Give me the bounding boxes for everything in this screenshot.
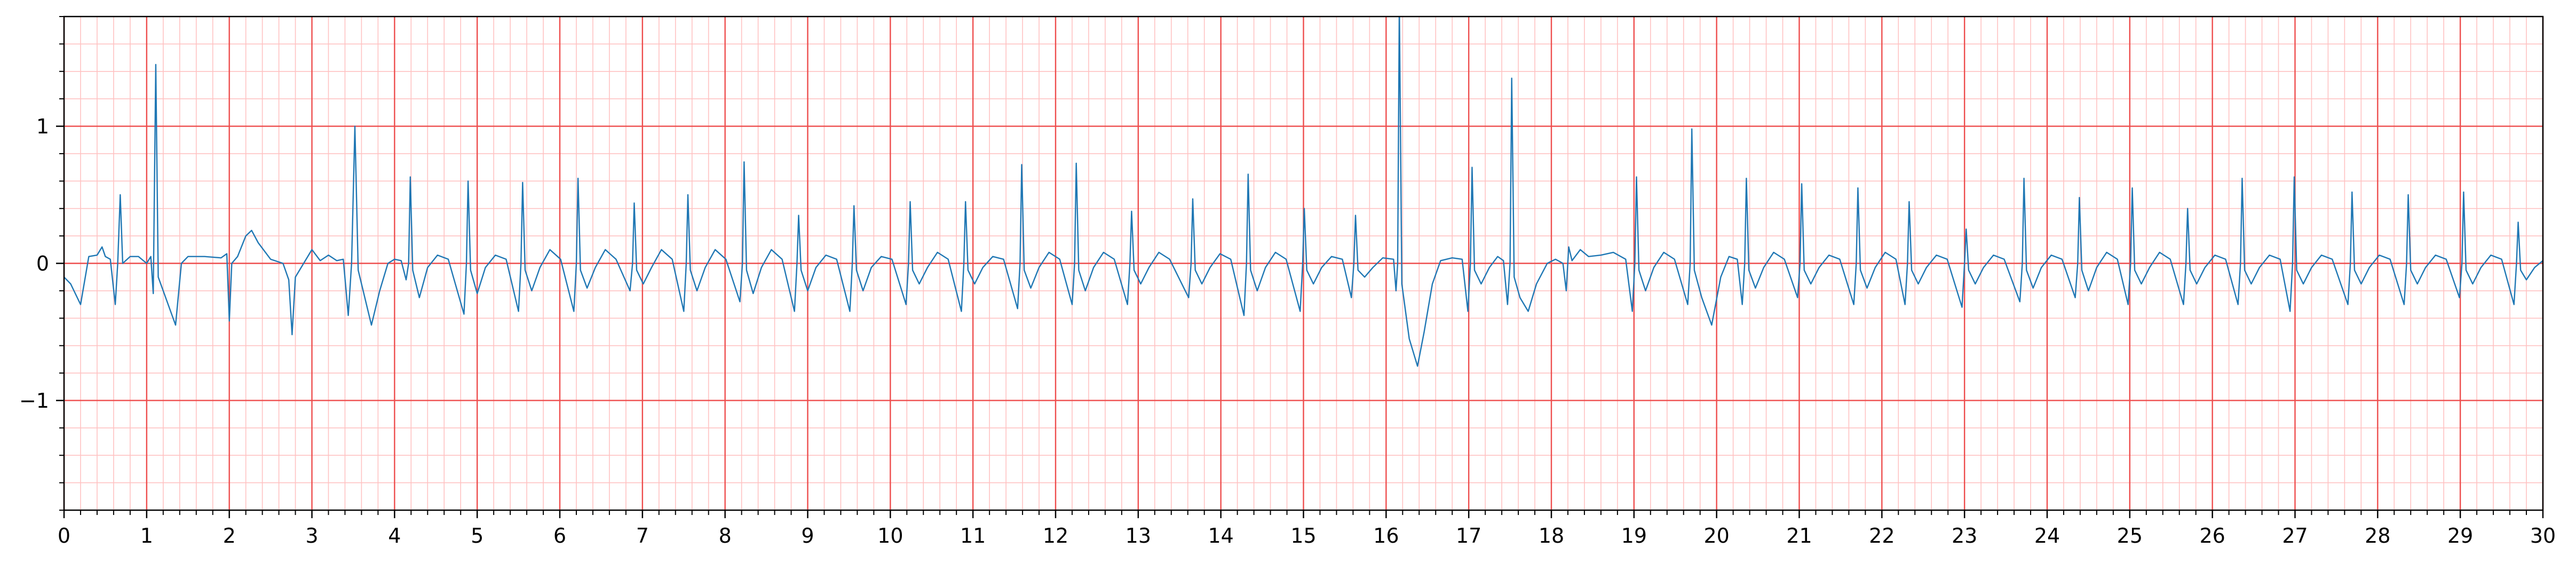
x-tick-label: 17 xyxy=(1456,524,1481,548)
x-tick-label: 27 xyxy=(2282,524,2308,548)
x-tick-label: 21 xyxy=(1786,524,1812,548)
x-tick-label: 10 xyxy=(877,524,903,548)
x-tick-label: 0 xyxy=(58,524,70,548)
x-tick-label: 16 xyxy=(1373,524,1399,548)
ecg-trace-line xyxy=(64,17,2543,367)
major-grid xyxy=(63,17,2544,510)
x-tick-label: 4 xyxy=(388,524,401,548)
x-tick-label: 20 xyxy=(1703,524,1729,548)
x-axis: 0 1 2 3 4 5 6 7 8 9 10 11 12 13 14 15 16 17 18 19 20 21 22 23 24… xyxy=(58,510,2556,548)
x-tick-label: 13 xyxy=(1125,524,1151,548)
x-tick-label: 28 xyxy=(2365,524,2390,548)
x-tick-label: 1 xyxy=(140,524,153,548)
x-tick-label: 12 xyxy=(1043,524,1068,548)
x-tick-label: 19 xyxy=(1621,524,1647,548)
x-tick-label: 23 xyxy=(1952,524,1977,548)
x-tick-label: 24 xyxy=(2034,524,2060,548)
y-tick-label: 1 xyxy=(36,115,49,138)
x-tick-label: 14 xyxy=(1208,524,1233,548)
x-tick-label: 30 xyxy=(2530,524,2556,548)
y-axis: −1 0 1 xyxy=(19,16,64,511)
x-tick-label: 22 xyxy=(1869,524,1895,548)
x-tick-label: 2 xyxy=(223,524,236,548)
y-tick-label: −1 xyxy=(19,389,49,413)
x-tick-label: 25 xyxy=(2117,524,2143,548)
y-tick-label: 0 xyxy=(36,252,49,275)
x-tick-label: 6 xyxy=(553,524,566,548)
x-tick-label: 26 xyxy=(2199,524,2225,548)
x-tick-label: 15 xyxy=(1290,524,1316,548)
x-tick-label: 9 xyxy=(801,524,814,548)
trace-layer xyxy=(64,17,2543,367)
x-tick-label: 29 xyxy=(2447,524,2473,548)
x-tick-label: 3 xyxy=(305,524,318,548)
x-tick-label: 18 xyxy=(1539,524,1564,548)
x-tick-label: 5 xyxy=(471,524,484,548)
x-tick-label: 8 xyxy=(719,524,732,548)
x-tick-label: 7 xyxy=(636,524,649,548)
x-tick-label: 11 xyxy=(960,524,986,548)
